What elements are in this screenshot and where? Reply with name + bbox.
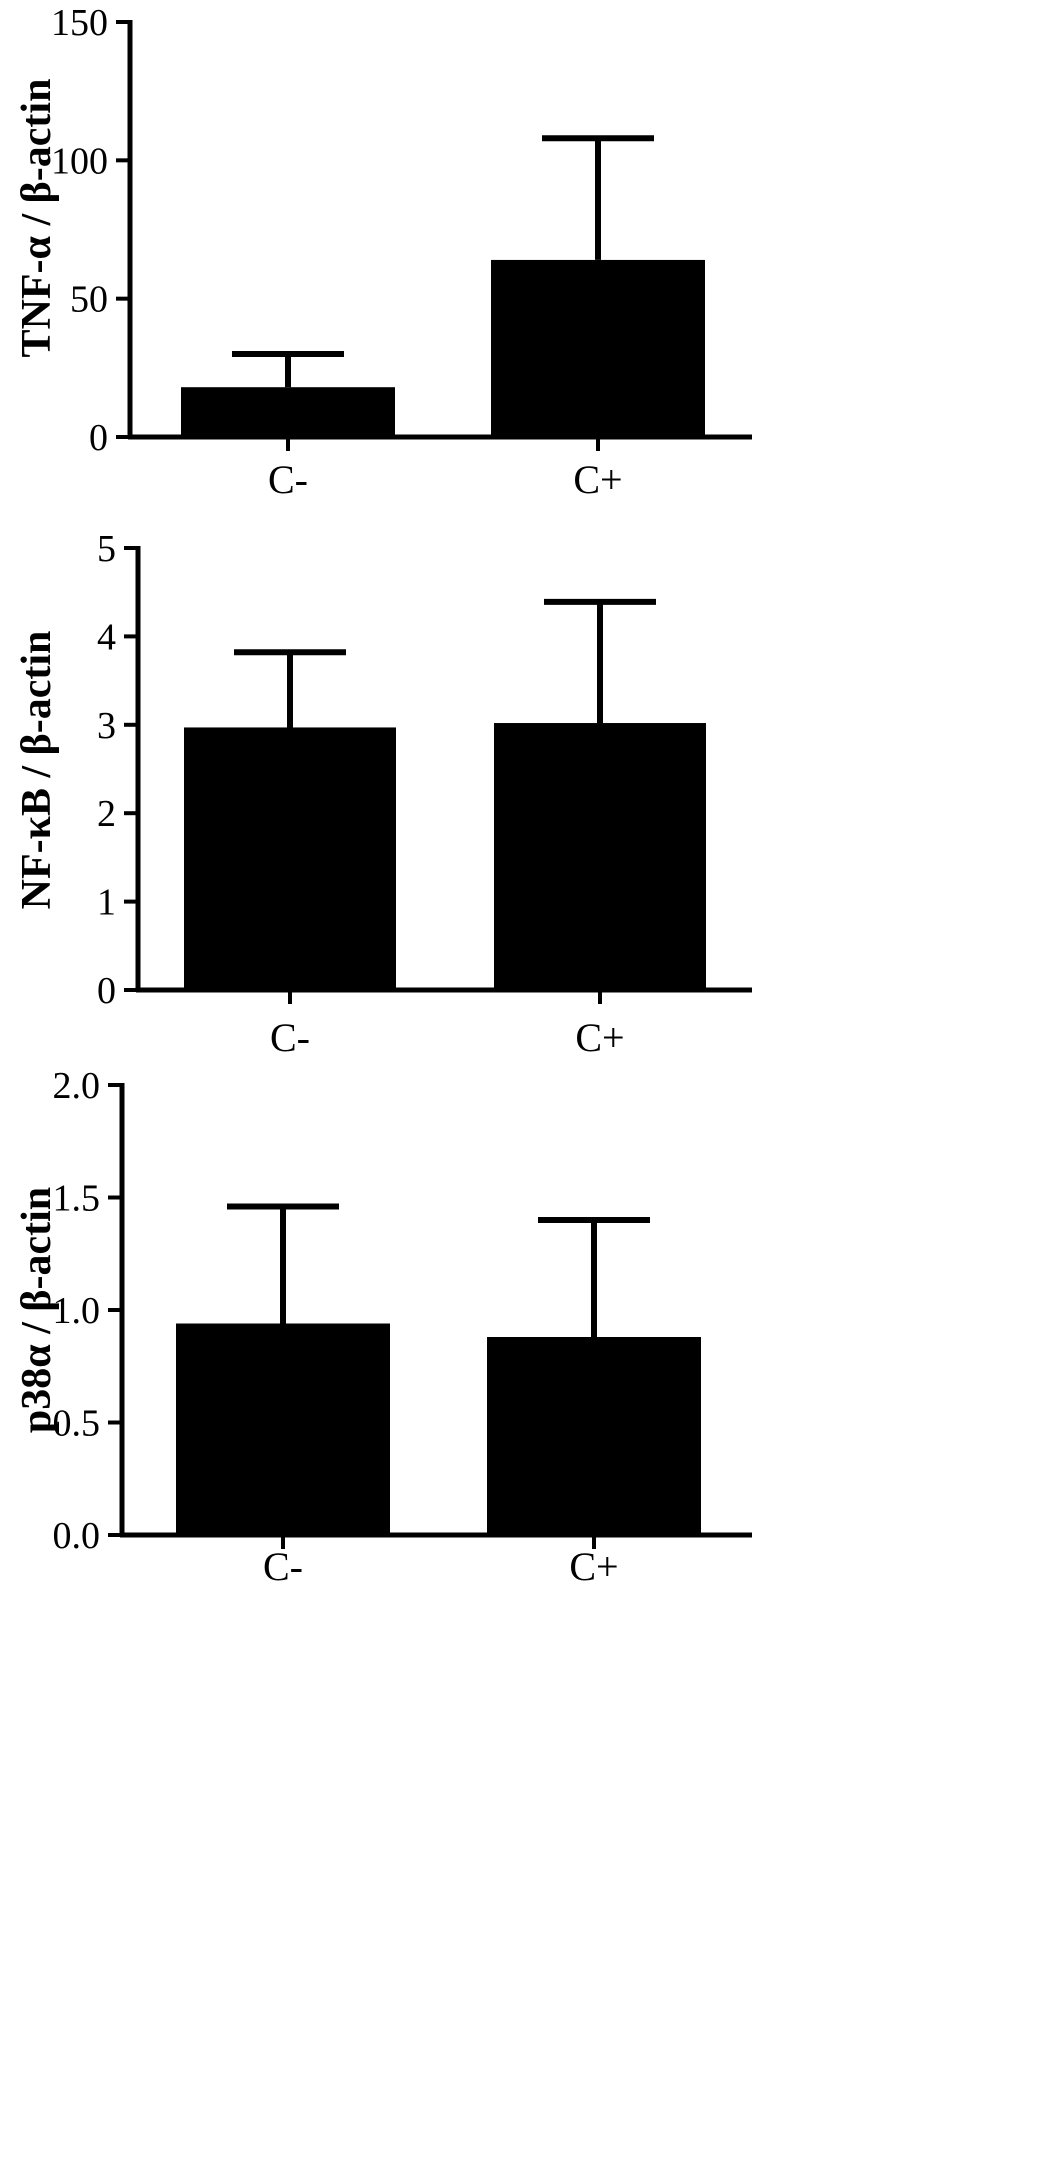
category-label-c-plus: C+ — [575, 1015, 624, 1060]
y-ticks: 0 1 2 3 4 5 — [97, 528, 138, 1012]
bar — [494, 723, 706, 990]
y-ticks: 0 50 100 150 — [51, 2, 130, 459]
axes — [119, 1083, 752, 1549]
y-tick-label: 2 — [97, 793, 116, 835]
p38-alpha-panel: p38α / β-actin 0.0 0.5 1.0 1.5 2.0 C- C+ — [14, 1065, 752, 1589]
axes — [127, 20, 752, 451]
y-tick-label: 100 — [51, 140, 108, 182]
y-tick-label: 50 — [70, 279, 108, 321]
y-tick-label: 150 — [51, 2, 108, 44]
tnf-alpha-panel: TNF-α / β-actin 0 50 100 150 C- C+ — [14, 2, 752, 502]
bar — [184, 727, 396, 990]
y-ticks: 0.0 0.5 1.0 1.5 2.0 — [53, 1065, 122, 1557]
y-tick-label: 0 — [97, 970, 116, 1012]
y-tick-label: 3 — [97, 705, 116, 747]
y-axis-title: NF-κB / β-actin — [14, 631, 60, 910]
category-label-c-minus: C- — [268, 457, 308, 502]
bars — [181, 259, 705, 437]
y-axis-title: p38α / β-actin — [14, 1187, 60, 1433]
nf-kappab-panel: NF-κB / β-actin 0 1 2 3 4 5 C- C+ — [14, 528, 752, 1060]
bars — [176, 1323, 701, 1535]
category-label-c-minus: C- — [263, 1544, 303, 1589]
y-tick-label: 4 — [97, 616, 116, 658]
bar — [487, 1337, 701, 1535]
error-bars — [227, 1203, 650, 1337]
y-tick-label: 2.0 — [53, 1065, 101, 1107]
bar — [491, 259, 705, 437]
y-tick-label: 1 — [97, 882, 116, 924]
axes — [135, 546, 752, 1004]
category-label-c-minus: C- — [270, 1015, 310, 1060]
y-tick-label: 0.5 — [53, 1403, 101, 1445]
bar — [181, 387, 395, 437]
bar — [176, 1323, 390, 1535]
error-bars — [232, 135, 654, 388]
category-label-c-plus: C+ — [573, 457, 622, 502]
y-tick-label: 0 — [89, 417, 108, 459]
y-tick-label: 0.0 — [53, 1515, 101, 1557]
y-tick-label: 5 — [97, 528, 116, 570]
bars — [184, 723, 706, 990]
y-tick-label: 1.0 — [53, 1290, 101, 1332]
y-tick-label: 1.5 — [53, 1178, 101, 1220]
category-label-c-plus: C+ — [569, 1544, 618, 1589]
y-axis-title: TNF-α / β-actin — [14, 79, 60, 358]
error-bars — [234, 598, 656, 728]
